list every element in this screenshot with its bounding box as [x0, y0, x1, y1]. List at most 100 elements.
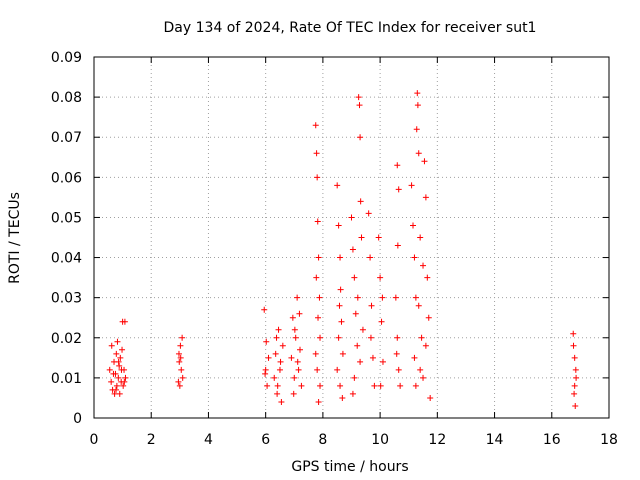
- data-point: [572, 366, 579, 373]
- data-point: [354, 294, 361, 301]
- y-tick-label: 0.09: [51, 50, 82, 66]
- data-point: [119, 346, 126, 353]
- data-point: [297, 346, 303, 353]
- data-point: [298, 382, 305, 389]
- data-point: [357, 358, 364, 365]
- data-point: [294, 358, 301, 365]
- data-point: [312, 122, 319, 129]
- data-point: [114, 338, 121, 345]
- data-point: [261, 306, 268, 313]
- data-point: [357, 134, 364, 141]
- data-point: [336, 302, 343, 309]
- data-point: [291, 374, 298, 381]
- data-point: [121, 378, 128, 385]
- data-point: [425, 314, 432, 321]
- data-point: [177, 354, 184, 361]
- data-point: [421, 158, 428, 165]
- data-point: [176, 358, 183, 365]
- data-point: [411, 354, 418, 361]
- data-point: [177, 342, 184, 349]
- data-point: [414, 102, 421, 109]
- data-point: [115, 374, 122, 381]
- data-point: [355, 94, 362, 101]
- y-tick-label: 0.01: [51, 371, 82, 387]
- data-point: [337, 382, 344, 389]
- data-point: [369, 354, 376, 361]
- y-axis-title: ROTI / TECUs: [7, 192, 23, 284]
- data-point: [314, 366, 321, 373]
- data-point: [314, 218, 321, 225]
- data-point: [358, 234, 365, 241]
- data-point: [108, 378, 115, 385]
- data-point: [418, 334, 425, 341]
- data-point: [272, 350, 279, 357]
- data-point: [265, 354, 272, 361]
- data-point: [315, 314, 322, 321]
- x-tick-label: 8: [318, 432, 327, 448]
- points-layer: [106, 90, 580, 409]
- x-tick-label: 2: [147, 432, 156, 448]
- data-point: [570, 330, 577, 337]
- data-point: [291, 326, 298, 333]
- data-point: [394, 242, 401, 249]
- data-point: [118, 366, 125, 373]
- data-point: [334, 366, 341, 373]
- data-point: [334, 182, 341, 189]
- x-tick-label: 6: [261, 432, 270, 448]
- data-point: [415, 150, 422, 157]
- data-point: [263, 338, 270, 345]
- x-tick-label: 14: [486, 432, 504, 448]
- data-point: [106, 366, 113, 373]
- data-point: [378, 318, 385, 325]
- data-point: [365, 210, 372, 217]
- data-point: [271, 374, 278, 381]
- data-point: [394, 334, 401, 341]
- data-point: [273, 334, 280, 341]
- data-point: [262, 366, 269, 373]
- y-tick-label: 0.07: [51, 130, 82, 146]
- data-point: [415, 302, 422, 309]
- data-point: [292, 334, 299, 341]
- data-point: [571, 390, 578, 397]
- plot-frame: [93, 56, 610, 419]
- data-point: [314, 174, 321, 181]
- data-point: [424, 274, 431, 281]
- data-point: [351, 374, 358, 381]
- chart-title: Day 134 of 2024, Rate Of TEC Index for r…: [164, 20, 537, 36]
- data-point: [422, 342, 429, 349]
- data-point: [279, 342, 286, 349]
- data-point: [288, 354, 295, 361]
- data-point: [117, 354, 124, 361]
- data-point: [337, 286, 344, 293]
- data-point: [371, 382, 378, 389]
- x-tick-label: 12: [428, 432, 446, 448]
- data-point: [379, 358, 386, 365]
- data-point: [110, 370, 117, 377]
- data-point: [395, 366, 402, 373]
- data-point: [294, 294, 301, 301]
- data-point: [410, 222, 417, 229]
- data-point: [176, 382, 183, 389]
- data-point: [377, 274, 384, 281]
- data-point: [335, 334, 342, 341]
- data-point: [571, 382, 578, 389]
- data-point: [116, 362, 123, 369]
- data-point: [393, 350, 400, 357]
- data-point: [354, 342, 361, 349]
- data-point: [427, 394, 434, 401]
- data-point: [313, 274, 320, 281]
- data-point: [348, 214, 355, 221]
- data-point: [111, 390, 118, 397]
- data-point: [317, 382, 324, 389]
- data-point: [339, 350, 346, 357]
- y-tick-label: 0.04: [51, 251, 82, 267]
- data-point: [411, 254, 418, 261]
- data-point: [264, 382, 271, 389]
- y-tick-label: 0: [73, 411, 82, 427]
- data-point: [115, 358, 122, 365]
- x-tick-label: 10: [371, 432, 389, 448]
- data-point: [394, 162, 401, 169]
- data-point: [289, 314, 296, 321]
- data-point: [113, 382, 120, 389]
- data-point: [349, 390, 356, 397]
